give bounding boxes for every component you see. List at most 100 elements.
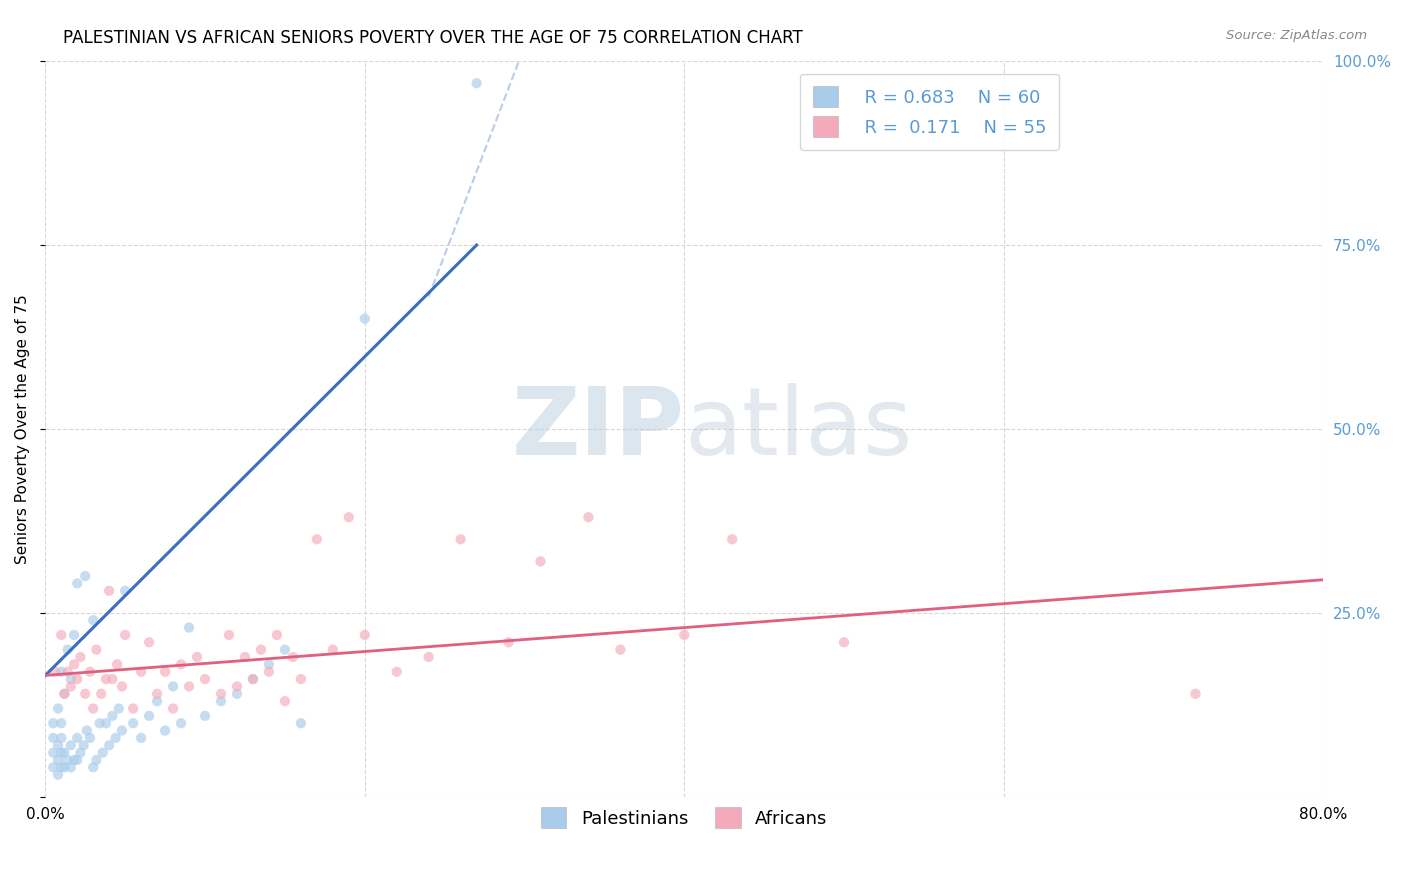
- Point: [242, 672, 264, 686]
- Point: [209, 694, 232, 708]
- Point: [337, 510, 360, 524]
- Point: [72, 739, 94, 753]
- Point: [107, 701, 129, 715]
- Point: [105, 657, 128, 672]
- Point: [465, 76, 488, 90]
- Point: [63, 657, 86, 672]
- Point: [385, 665, 408, 679]
- Point: [79, 731, 101, 745]
- Point: [42, 716, 65, 731]
- Point: [281, 650, 304, 665]
- Point: [111, 723, 134, 738]
- Point: [86, 642, 108, 657]
- Point: [138, 709, 160, 723]
- Point: [218, 628, 240, 642]
- Point: [42, 746, 65, 760]
- Point: [75, 569, 97, 583]
- Point: [250, 642, 273, 657]
- Point: [53, 760, 76, 774]
- Point: [153, 723, 176, 738]
- Point: [44, 665, 66, 679]
- Point: [51, 746, 73, 760]
- Point: [129, 731, 152, 745]
- Point: [89, 716, 111, 731]
- Point: [94, 716, 117, 731]
- Point: [226, 687, 249, 701]
- Point: [177, 621, 200, 635]
- Point: [673, 628, 696, 642]
- Point: [79, 665, 101, 679]
- Point: [266, 628, 288, 642]
- Point: [257, 657, 280, 672]
- Point: [91, 746, 114, 760]
- Point: [305, 533, 328, 547]
- Point: [194, 672, 217, 686]
- Point: [42, 731, 65, 745]
- Point: [63, 628, 86, 642]
- Point: [98, 583, 121, 598]
- Point: [51, 731, 73, 745]
- Point: [498, 635, 520, 649]
- Point: [86, 753, 108, 767]
- Point: [59, 760, 82, 774]
- Point: [111, 680, 134, 694]
- Point: [51, 628, 73, 642]
- Point: [257, 665, 280, 679]
- Point: [46, 739, 69, 753]
- Point: [177, 680, 200, 694]
- Text: PALESTINIAN VS AFRICAN SENIORS POVERTY OVER THE AGE OF 75 CORRELATION CHART: PALESTINIAN VS AFRICAN SENIORS POVERTY O…: [63, 29, 803, 46]
- Point: [59, 739, 82, 753]
- Point: [69, 746, 91, 760]
- Point: [186, 650, 208, 665]
- Point: [170, 657, 193, 672]
- Point: [290, 672, 312, 686]
- Point: [322, 642, 344, 657]
- Point: [51, 716, 73, 731]
- Point: [122, 716, 145, 731]
- Point: [609, 642, 631, 657]
- Point: [162, 680, 184, 694]
- Point: [832, 635, 855, 649]
- Point: [66, 731, 89, 745]
- Point: [42, 760, 65, 774]
- Point: [101, 672, 124, 686]
- Point: [129, 665, 152, 679]
- Point: [721, 533, 744, 547]
- Point: [353, 628, 375, 642]
- Point: [75, 687, 97, 701]
- Point: [242, 672, 264, 686]
- Point: [274, 642, 297, 657]
- Point: [153, 665, 176, 679]
- Point: [56, 665, 79, 679]
- Point: [1184, 687, 1206, 701]
- Point: [226, 680, 249, 694]
- Point: [353, 311, 375, 326]
- Point: [69, 650, 91, 665]
- Point: [46, 768, 69, 782]
- Point: [51, 665, 73, 679]
- Point: [63, 753, 86, 767]
- Point: [529, 554, 551, 568]
- Point: [94, 672, 117, 686]
- Y-axis label: Seniors Poverty Over the Age of 75: Seniors Poverty Over the Age of 75: [15, 294, 30, 564]
- Point: [76, 723, 98, 738]
- Text: Source: ZipAtlas.com: Source: ZipAtlas.com: [1226, 29, 1367, 42]
- Point: [209, 687, 232, 701]
- Point: [114, 628, 136, 642]
- Point: [53, 687, 76, 701]
- Point: [66, 672, 89, 686]
- Point: [114, 583, 136, 598]
- Point: [46, 753, 69, 767]
- Point: [90, 687, 112, 701]
- Point: [170, 716, 193, 731]
- Point: [194, 709, 217, 723]
- Point: [53, 687, 76, 701]
- Point: [162, 701, 184, 715]
- Point: [138, 635, 160, 649]
- Point: [56, 642, 79, 657]
- Point: [146, 687, 169, 701]
- Point: [66, 753, 89, 767]
- Point: [82, 760, 104, 774]
- Point: [274, 694, 297, 708]
- Point: [59, 672, 82, 686]
